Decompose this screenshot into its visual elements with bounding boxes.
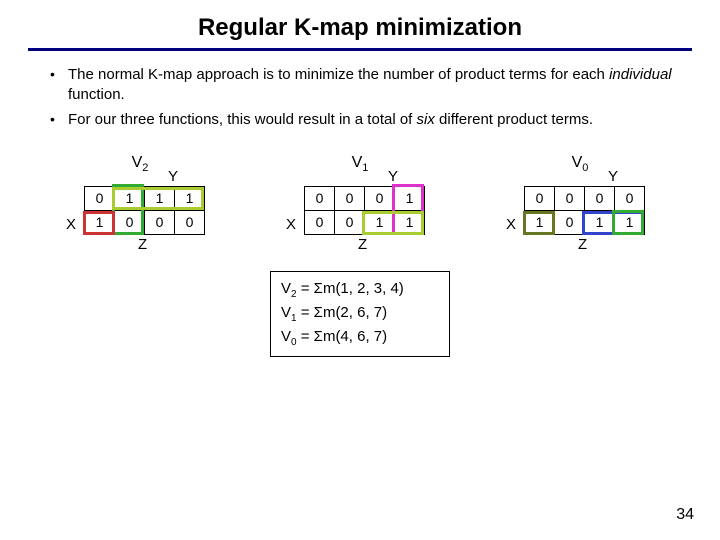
page-number: 34 bbox=[676, 506, 694, 524]
kmap-v0: V0 Y X 0000 1011 Z bbox=[485, 154, 675, 235]
axis-x: X bbox=[66, 216, 76, 233]
axis-z: Z bbox=[578, 236, 587, 253]
kmap-cell: 1 bbox=[525, 210, 555, 234]
kmap-label: V1 bbox=[265, 154, 455, 174]
axis-y: Y bbox=[388, 168, 398, 185]
kmap-cell: 0 bbox=[585, 186, 615, 210]
axis-x: X bbox=[286, 216, 296, 233]
bullet-list: • The normal K-map approach is to minimi… bbox=[50, 65, 676, 130]
kmap-table: 0001 0011 bbox=[304, 186, 425, 235]
bullet-item: • The normal K-map approach is to minimi… bbox=[50, 65, 676, 104]
bullet-text: For our three functions, this would resu… bbox=[68, 111, 417, 128]
kmap-cell: 1 bbox=[365, 210, 395, 234]
kmap-cell: 0 bbox=[525, 186, 555, 210]
bullet-text: The normal K-map approach is to minimize… bbox=[68, 66, 609, 83]
axis-z: Z bbox=[138, 236, 147, 253]
equation: V1 = Σm(2, 6, 7) bbox=[281, 302, 439, 326]
bullet-text: function. bbox=[68, 86, 125, 103]
kmap-cell: 0 bbox=[115, 210, 145, 234]
kmap-cell: 0 bbox=[335, 210, 365, 234]
title-rule bbox=[28, 48, 692, 51]
kmap-cell: 1 bbox=[85, 210, 115, 234]
kmap-cell: 0 bbox=[145, 210, 175, 234]
axis-x: X bbox=[506, 216, 516, 233]
kmap-cell: 1 bbox=[175, 186, 205, 210]
bullet-dot: • bbox=[50, 65, 68, 104]
kmap-label: V0 bbox=[485, 154, 675, 174]
bullet-item: • For our three functions, this would re… bbox=[50, 110, 676, 130]
kmap-cell: 0 bbox=[335, 186, 365, 210]
bullet-dot: • bbox=[50, 110, 68, 130]
axis-z: Z bbox=[358, 236, 367, 253]
kmap-cell: 0 bbox=[305, 186, 335, 210]
kmap-v1: V1 Y X 0001 0011 Z bbox=[265, 154, 455, 235]
kmap-cell: 1 bbox=[585, 210, 615, 234]
kmap-cell: 0 bbox=[305, 210, 335, 234]
kmap-cell: 1 bbox=[615, 210, 645, 234]
kmap-cell: 1 bbox=[395, 186, 425, 210]
slide-title: Regular K-map minimization bbox=[0, 0, 720, 48]
kmap-cell: 0 bbox=[365, 186, 395, 210]
equations-box: V2 = Σm(1, 2, 3, 4) V1 = Σm(2, 6, 7) V0 … bbox=[270, 271, 450, 357]
axis-y: Y bbox=[608, 168, 618, 185]
kmap-cell: 0 bbox=[555, 186, 585, 210]
bullet-em: individual bbox=[609, 66, 672, 83]
kmap-cell: 0 bbox=[175, 210, 205, 234]
equation: V2 = Σm(1, 2, 3, 4) bbox=[281, 278, 439, 302]
kmap-table: 0111 1000 bbox=[84, 186, 205, 235]
kmap-label: V2 bbox=[45, 154, 235, 174]
axis-y: Y bbox=[168, 168, 178, 185]
kmap-cell: 0 bbox=[555, 210, 585, 234]
kmap-table: 0000 1011 bbox=[524, 186, 645, 235]
kmap-cell: 1 bbox=[395, 210, 425, 234]
equation: V0 = Σm(4, 6, 7) bbox=[281, 326, 439, 350]
kmap-row: V2 Y X 0111 1000 Z V1 Y X 0001 0011 Z V0 bbox=[30, 154, 690, 235]
kmap-cell: 1 bbox=[145, 186, 175, 210]
kmap-v2: V2 Y X 0111 1000 Z bbox=[45, 154, 235, 235]
kmap-cell: 0 bbox=[85, 186, 115, 210]
bullet-text: different product terms. bbox=[435, 111, 593, 128]
bullet-em: six bbox=[417, 111, 435, 128]
kmap-cell: 0 bbox=[615, 186, 645, 210]
kmap-cell: 1 bbox=[115, 186, 145, 210]
